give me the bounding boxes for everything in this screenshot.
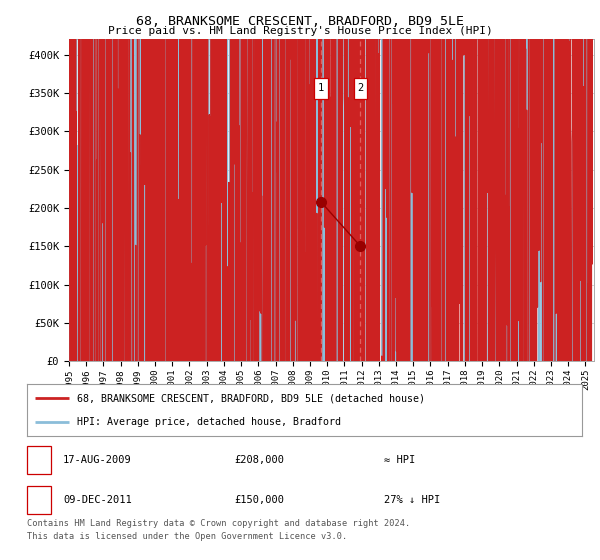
Text: £208,000: £208,000 [234, 455, 284, 465]
Text: ≈ HPI: ≈ HPI [384, 455, 415, 465]
Text: 68, BRANKSOME CRESCENT, BRADFORD, BD9 5LE (detached house): 68, BRANKSOME CRESCENT, BRADFORD, BD9 5L… [77, 393, 425, 403]
Text: 2: 2 [357, 83, 364, 94]
Text: 1: 1 [36, 455, 42, 465]
Text: £150,000: £150,000 [234, 494, 284, 505]
Text: 17-AUG-2009: 17-AUG-2009 [63, 455, 132, 465]
Text: Price paid vs. HM Land Registry's House Price Index (HPI): Price paid vs. HM Land Registry's House … [107, 26, 493, 36]
Text: 1: 1 [318, 83, 324, 94]
Text: 09-DEC-2011: 09-DEC-2011 [63, 494, 132, 505]
FancyBboxPatch shape [314, 77, 328, 99]
Text: 2: 2 [36, 494, 42, 505]
Text: 27% ↓ HPI: 27% ↓ HPI [384, 494, 440, 505]
FancyBboxPatch shape [353, 77, 367, 99]
Text: This data is licensed under the Open Government Licence v3.0.: This data is licensed under the Open Gov… [27, 532, 347, 541]
Bar [321, 39, 361, 361]
Text: HPI: Average price, detached house, Bradford: HPI: Average price, detached house, Brad… [77, 417, 341, 427]
Text: Contains HM Land Registry data © Crown copyright and database right 2024.: Contains HM Land Registry data © Crown c… [27, 520, 410, 529]
Text: 68, BRANKSOME CRESCENT, BRADFORD, BD9 5LE: 68, BRANKSOME CRESCENT, BRADFORD, BD9 5L… [136, 15, 464, 27]
